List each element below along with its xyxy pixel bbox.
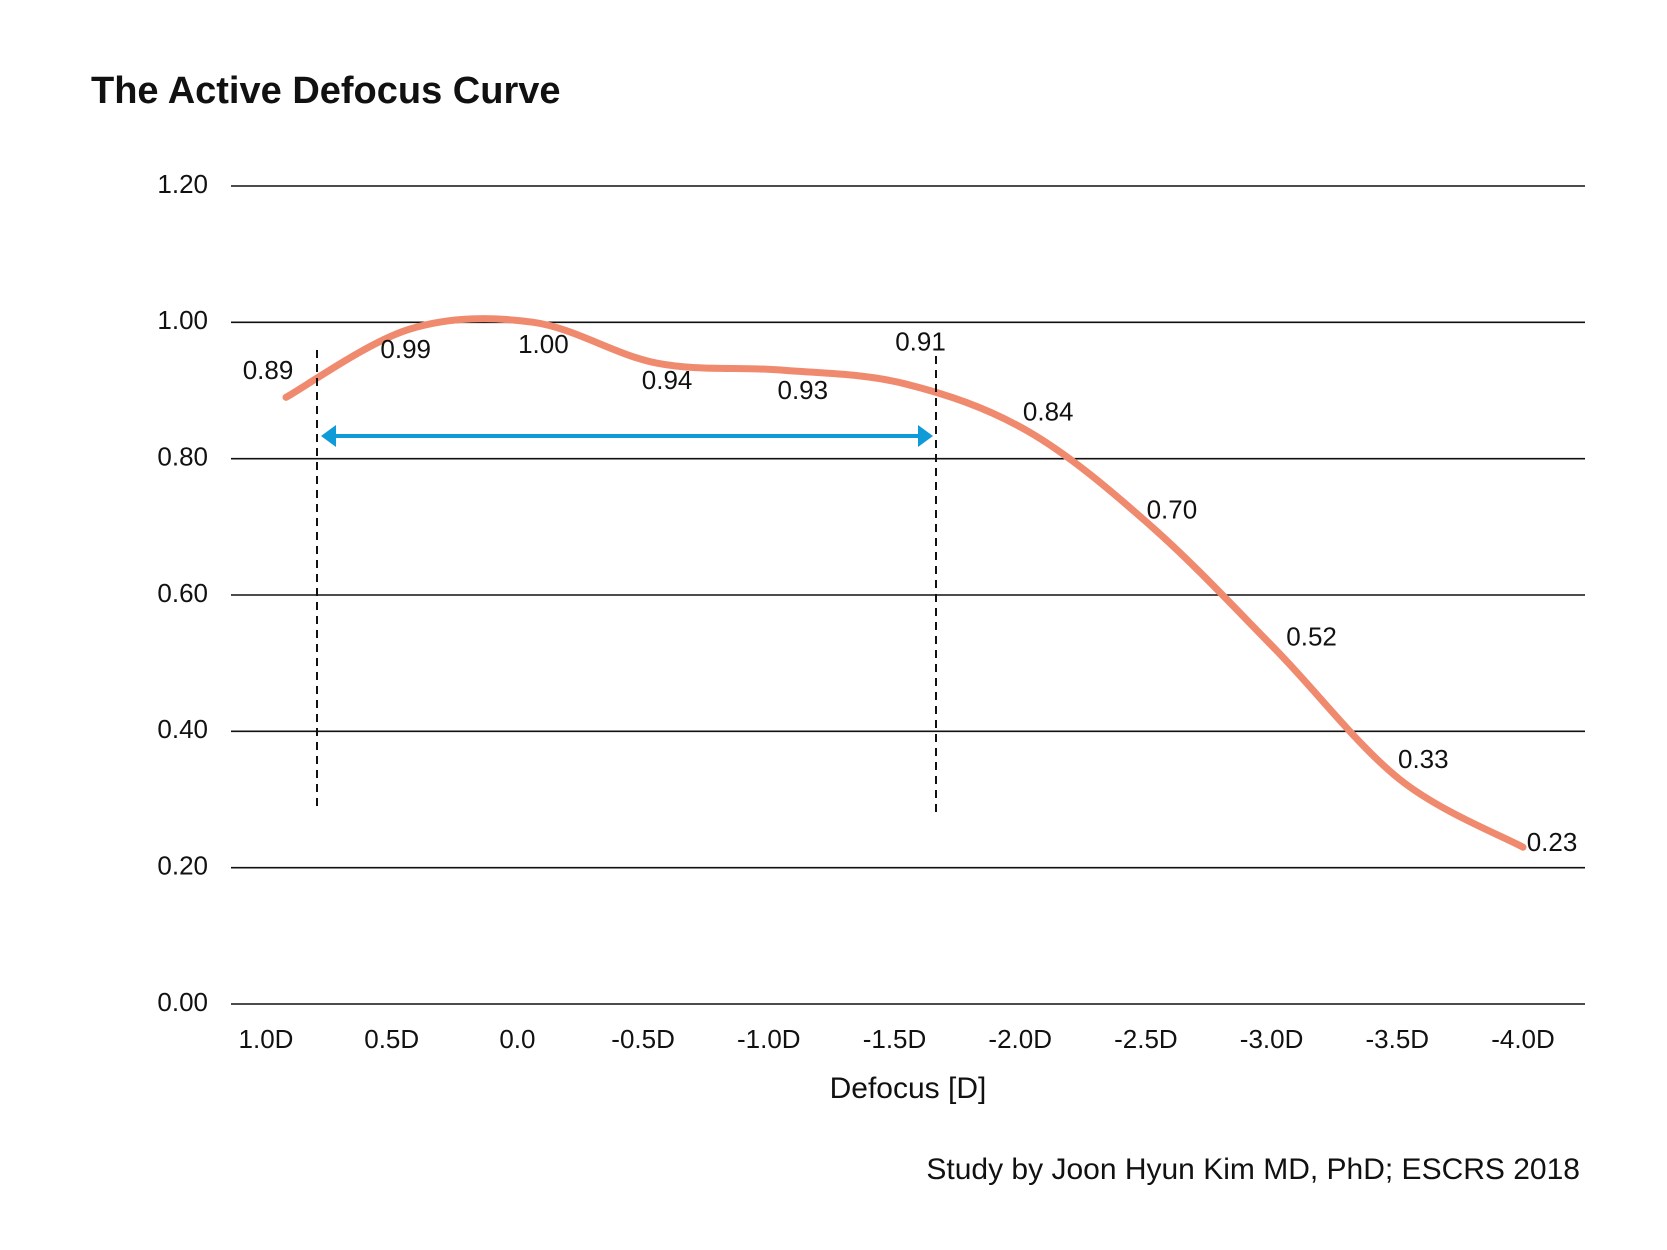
data-label: 0.70	[1147, 495, 1198, 525]
x-tick-label: -2.0D	[988, 1024, 1052, 1054]
y-tick-label: 1.20	[157, 169, 208, 199]
x-tick-label: -2.5D	[1114, 1024, 1178, 1054]
x-tick-label: -0.5D	[611, 1024, 675, 1054]
arrow-head	[918, 425, 933, 447]
y-tick-label: 1.00	[157, 305, 208, 335]
data-label: 0.91	[895, 327, 946, 357]
x-tick-label: 0.0	[499, 1024, 535, 1054]
data-label: 1.00	[518, 329, 569, 359]
data-label: 0.93	[777, 375, 828, 405]
x-tick-label: -4.0D	[1491, 1024, 1555, 1054]
y-tick-label: 0.60	[157, 578, 208, 608]
data-line	[282, 315, 1527, 851]
source-note: Study by Joon Hyun Kim MD, PhD; ESCRS 20…	[926, 1153, 1580, 1186]
x-axis-label: Defocus [D]	[830, 1072, 987, 1105]
plot-area: 0.00 0.20 0.40 0.60 0.80 1.00 1.20 1.0D 0.5D 0.0 -…	[157, 169, 1585, 1054]
x-tick-label: 1.0D	[239, 1024, 294, 1054]
x-tick-label: -1.5D	[863, 1024, 927, 1054]
data-label: 0.52	[1286, 621, 1337, 651]
arrow-head	[321, 425, 336, 447]
y-tick-label: 0.80	[157, 442, 208, 472]
x-tick-label: 0.5D	[364, 1024, 419, 1054]
data-label: 0.94	[642, 365, 693, 395]
x-tick-label: -3.5D	[1366, 1024, 1430, 1054]
chart-title: The Active Defocus Curve	[91, 70, 561, 112]
data-label: 0.23	[1527, 827, 1578, 857]
y-tick-label: 0.20	[157, 851, 208, 881]
y-tick-label: 0.00	[157, 987, 208, 1017]
data-label: 0.99	[380, 334, 431, 364]
data-label: 0.89	[243, 355, 294, 385]
x-tick-label: -3.0D	[1240, 1024, 1304, 1054]
data-label: 0.33	[1398, 744, 1449, 774]
x-tick-label: -1.0D	[737, 1024, 801, 1054]
y-tick-label: 0.40	[157, 714, 208, 744]
data-label: 0.84	[1023, 396, 1074, 426]
